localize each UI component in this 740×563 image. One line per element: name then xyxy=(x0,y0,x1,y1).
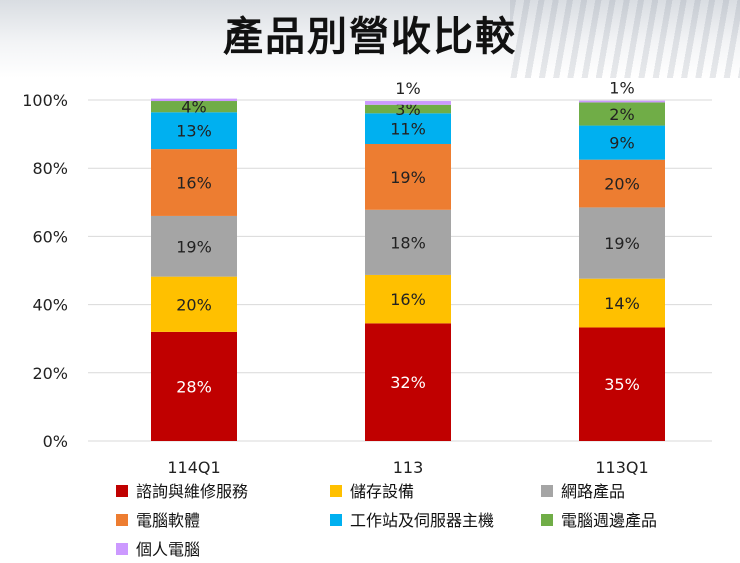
bar-segment xyxy=(151,276,237,332)
data-label: 19% xyxy=(176,237,212,256)
y-tick-label: 60% xyxy=(32,227,68,246)
data-label: 20% xyxy=(176,295,212,314)
data-label: 16% xyxy=(390,290,426,309)
legend-swatch xyxy=(330,514,342,526)
bar-segment xyxy=(365,101,451,105)
data-label: 9% xyxy=(609,134,634,153)
bar-segment xyxy=(579,278,665,328)
header-banner: 產品別營收比較 xyxy=(0,0,740,78)
data-label: 20% xyxy=(604,175,640,194)
data-label: 19% xyxy=(604,234,640,253)
x-tick-label: 113 xyxy=(393,458,424,477)
data-label: 1% xyxy=(609,79,634,98)
legend-label: 諮詢與維修服務 xyxy=(136,482,248,501)
bar-segment xyxy=(579,207,665,279)
bar-segment xyxy=(579,327,665,441)
legend-swatch xyxy=(116,543,128,555)
bar-segment xyxy=(579,159,665,208)
y-tick-label: 100% xyxy=(22,91,68,110)
y-tick-label: 20% xyxy=(32,364,68,383)
y-tick-label: 0% xyxy=(43,432,68,451)
data-label: 1% xyxy=(395,79,420,98)
data-label: 4% xyxy=(181,98,206,117)
x-tick-label: 113Q1 xyxy=(595,458,648,477)
bar-segment xyxy=(365,323,451,441)
x-tick-label: 114Q1 xyxy=(167,458,220,477)
data-label: 14% xyxy=(604,294,640,313)
bar-segment xyxy=(151,101,237,113)
page-title: 產品別營收比較 xyxy=(223,14,517,60)
bar-segment xyxy=(151,98,237,102)
legend-label: 電腦週邊產品 xyxy=(561,511,657,530)
bar-segment xyxy=(579,102,665,126)
legend-swatch xyxy=(541,485,553,497)
data-label: 35% xyxy=(604,375,640,394)
data-label: 32% xyxy=(390,373,426,392)
legend-label: 儲存設備 xyxy=(350,482,414,501)
bar-segment xyxy=(151,215,237,277)
legend-label: 網路產品 xyxy=(561,482,625,501)
data-label: 28% xyxy=(176,377,212,396)
legend-swatch xyxy=(330,485,342,497)
bar-segment xyxy=(151,112,237,150)
bar-segment xyxy=(579,125,665,160)
legend-label: 電腦軟體 xyxy=(136,511,200,530)
bar-segment xyxy=(151,331,237,441)
data-label: 19% xyxy=(390,168,426,187)
bar-segment xyxy=(365,113,451,144)
legend-swatch xyxy=(541,514,553,526)
legend-swatch xyxy=(116,485,128,497)
legend-label: 工作站及伺服器主機 xyxy=(350,511,494,530)
data-label: 11% xyxy=(390,120,426,139)
header-decoration xyxy=(510,0,740,78)
data-label: 18% xyxy=(390,233,426,252)
data-label: 16% xyxy=(176,174,212,193)
bar-segment xyxy=(365,209,451,275)
y-tick-label: 40% xyxy=(32,296,68,315)
bar-segment xyxy=(579,100,665,103)
bar-segment xyxy=(365,274,451,324)
data-label: 13% xyxy=(176,122,212,141)
legend-label: 個人電腦 xyxy=(136,540,200,559)
bar-segment xyxy=(151,149,237,216)
bar-segment xyxy=(365,104,451,114)
data-label: 2% xyxy=(609,105,634,124)
bar-segment xyxy=(365,143,451,210)
legend-swatch xyxy=(116,514,128,526)
y-tick-label: 80% xyxy=(32,159,68,178)
data-label: 3% xyxy=(395,100,420,119)
